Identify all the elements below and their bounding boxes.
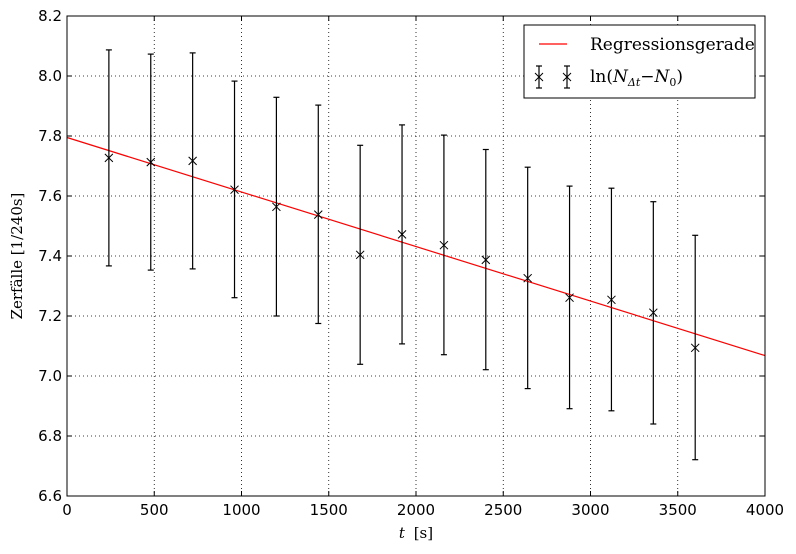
x-axis-unit: [s] bbox=[414, 524, 433, 542]
x-marker bbox=[313, 210, 323, 219]
x-marker bbox=[397, 230, 407, 239]
y-tick-label: 6.8 bbox=[38, 427, 62, 445]
data-point bbox=[313, 104, 323, 325]
data-point bbox=[146, 53, 156, 271]
x-tick-label: 2500 bbox=[484, 501, 522, 519]
x-marker bbox=[355, 250, 365, 260]
legend-x-marker bbox=[562, 72, 572, 82]
data-point bbox=[272, 96, 281, 317]
y-tick-label: 8.0 bbox=[38, 67, 62, 85]
legend-box bbox=[523, 24, 756, 99]
x-marker bbox=[146, 157, 156, 167]
x-marker bbox=[565, 293, 574, 303]
y-tick-label: 7.6 bbox=[38, 187, 62, 205]
y-tick-label: 7.8 bbox=[38, 127, 62, 145]
data-point bbox=[690, 234, 700, 461]
legend-errorbar-swatch bbox=[534, 65, 572, 89]
x-tick-label: 0 bbox=[62, 501, 72, 519]
x-tick-label: 1500 bbox=[310, 501, 348, 519]
x-marker bbox=[104, 153, 114, 163]
x-tick-label: 2000 bbox=[397, 501, 435, 519]
data-point bbox=[607, 187, 616, 412]
data-point bbox=[230, 80, 239, 299]
x-marker bbox=[607, 295, 616, 305]
x-marker bbox=[188, 156, 197, 166]
data-point bbox=[648, 201, 658, 425]
x-marker bbox=[481, 255, 491, 265]
data-point bbox=[481, 148, 491, 371]
x-tick-label: 4000 bbox=[746, 501, 784, 519]
y-tick-label: 7.4 bbox=[38, 247, 62, 265]
y-tick-label: 8.2 bbox=[38, 7, 62, 25]
data-point bbox=[188, 52, 197, 270]
x-marker bbox=[439, 240, 449, 250]
data-point bbox=[104, 49, 114, 267]
plot-series bbox=[66, 49, 766, 461]
data-point bbox=[565, 185, 574, 410]
x-tick-label: 3000 bbox=[571, 501, 609, 519]
legend-regression-label: Regressionsgerade bbox=[590, 35, 755, 55]
x-axis-variable: t bbox=[399, 524, 406, 542]
x-marker bbox=[230, 185, 239, 195]
x-marker bbox=[523, 273, 533, 283]
x-tick-label: 1000 bbox=[222, 501, 260, 519]
y-tick-label: 6.6 bbox=[38, 487, 62, 505]
x-axis-label: t [s] bbox=[399, 524, 433, 542]
x-tick-label: 3500 bbox=[659, 501, 697, 519]
x-marker bbox=[272, 202, 281, 212]
x-tick-label: 500 bbox=[140, 501, 169, 519]
data-point bbox=[397, 124, 407, 345]
y-tick-label: 7.2 bbox=[38, 307, 62, 325]
x-marker bbox=[690, 343, 700, 353]
x-marker bbox=[648, 308, 658, 318]
y-axis-label: Zerfälle [1/240s] bbox=[8, 193, 26, 320]
regression-line bbox=[66, 136, 766, 357]
data-point bbox=[355, 144, 365, 365]
data-point bbox=[523, 166, 533, 390]
legend-x-marker bbox=[534, 72, 544, 82]
legend-data-label: ln(NΔt−N0) bbox=[590, 67, 683, 89]
axis-ticks: 0 500 1000 1500 2000 2500 3000 3500 4000 6.6 6.8 7.… bbox=[38, 7, 784, 519]
data-point bbox=[439, 134, 449, 356]
legend: Regressionsgerade ln(NΔt−N0) bbox=[523, 24, 756, 99]
y-tick-label: 7.0 bbox=[38, 367, 62, 385]
